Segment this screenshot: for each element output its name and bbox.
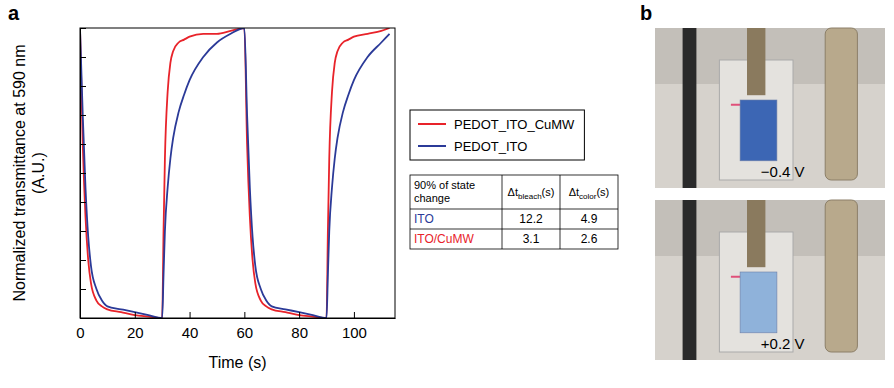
x-tick: 60 <box>237 312 254 341</box>
table-cell: 4.9 <box>581 212 598 226</box>
y-axis-title: Normalized transmittance at 590 nm(A.U.) <box>11 45 47 302</box>
table-rule <box>502 175 503 249</box>
y-tick <box>80 115 86 116</box>
x-tick-mark <box>299 312 300 318</box>
y-tick-mark <box>80 115 86 116</box>
y-tick-mark <box>80 144 86 145</box>
table-rule <box>560 175 561 249</box>
table-row-label: ITO <box>414 212 434 226</box>
legend-label: PEDOT_ITO_CuMW <box>454 117 575 132</box>
x-tick-label: 40 <box>182 324 199 341</box>
x-tick-label: 0 <box>76 324 84 341</box>
voltage-label: −0.4 V <box>761 163 805 180</box>
x-tick: 20 <box>127 312 144 341</box>
film <box>740 100 777 161</box>
x-axis: 0 20 40 60 80 100 <box>76 312 395 341</box>
y-tick <box>80 202 86 203</box>
table-header: Δtbleach(s) <box>508 186 555 201</box>
x-tick: 100 <box>342 312 367 341</box>
legend-swatch <box>418 123 446 125</box>
reference-tube <box>825 200 857 352</box>
panel-letter: a <box>8 2 20 24</box>
photo: +0.2 V <box>655 200 885 360</box>
table-rule <box>410 209 618 210</box>
y-tick <box>80 57 86 58</box>
x-tick-label: 60 <box>237 324 254 341</box>
x-tick-mark <box>354 312 355 318</box>
table-header: 90% of statechange <box>414 179 475 204</box>
photo-background <box>655 200 885 360</box>
figure: a 0 20 40 60 80 100 Time (s) Normalized transmit… <box>0 0 894 388</box>
table-cell: 2.6 <box>581 232 598 246</box>
y-tick <box>80 173 86 174</box>
x-tick-label: 100 <box>342 324 367 341</box>
y-tick-mark <box>80 173 86 174</box>
photo-background <box>655 28 885 188</box>
plot-frame <box>80 28 395 318</box>
legend-label: PEDOT_ITO <box>454 139 527 154</box>
x-tick-label: 80 <box>291 324 308 341</box>
y-tick <box>80 144 86 145</box>
y-tick <box>80 231 86 232</box>
x-axis-title: Time (s) <box>208 354 266 371</box>
legend: PEDOT_ITO_CuMW PEDOT_ITO <box>410 110 584 160</box>
film <box>740 272 777 333</box>
y-tick <box>80 86 86 87</box>
counter-electrode <box>683 200 697 360</box>
y-tick-mark <box>80 86 86 87</box>
photo: −0.4 V <box>655 28 885 188</box>
legend-box <box>410 110 584 160</box>
y-tick <box>80 289 86 290</box>
table-header: Δtcolor(s) <box>569 186 610 201</box>
counter-electrode <box>683 28 697 188</box>
y-tick-mark <box>80 57 86 58</box>
x-tick-mark <box>190 312 191 318</box>
x-tick-mark <box>135 312 136 318</box>
series-line <box>80 28 390 318</box>
clip <box>747 28 765 95</box>
data-table: 90% of statechange Δtbleach(s) Δtcolor(s) I… <box>410 175 618 249</box>
y-tick-mark <box>80 289 86 290</box>
table-rule <box>410 229 618 230</box>
x-tick-label: 20 <box>127 324 144 341</box>
y-tick <box>80 260 86 261</box>
plot-lines <box>80 28 390 318</box>
y-tick-mark <box>80 202 86 203</box>
y-tick-mark <box>80 260 86 261</box>
legend-swatch <box>418 145 446 147</box>
y-axis <box>80 29 86 319</box>
y-tick-mark <box>80 231 86 232</box>
reference-tube <box>825 28 857 180</box>
table-row-label: ITO/CuMW <box>414 232 474 246</box>
voltage-label: +0.2 V <box>761 335 805 352</box>
table-border <box>410 175 618 249</box>
series-line <box>80 28 390 318</box>
table-cell: 12.2 <box>519 212 543 226</box>
x-tick: 80 <box>291 312 308 341</box>
x-tick-mark <box>244 312 245 318</box>
x-tick: 40 <box>182 312 199 341</box>
clip <box>747 200 765 267</box>
table-cell: 3.1 <box>523 232 540 246</box>
panel-letter: b <box>640 2 652 24</box>
